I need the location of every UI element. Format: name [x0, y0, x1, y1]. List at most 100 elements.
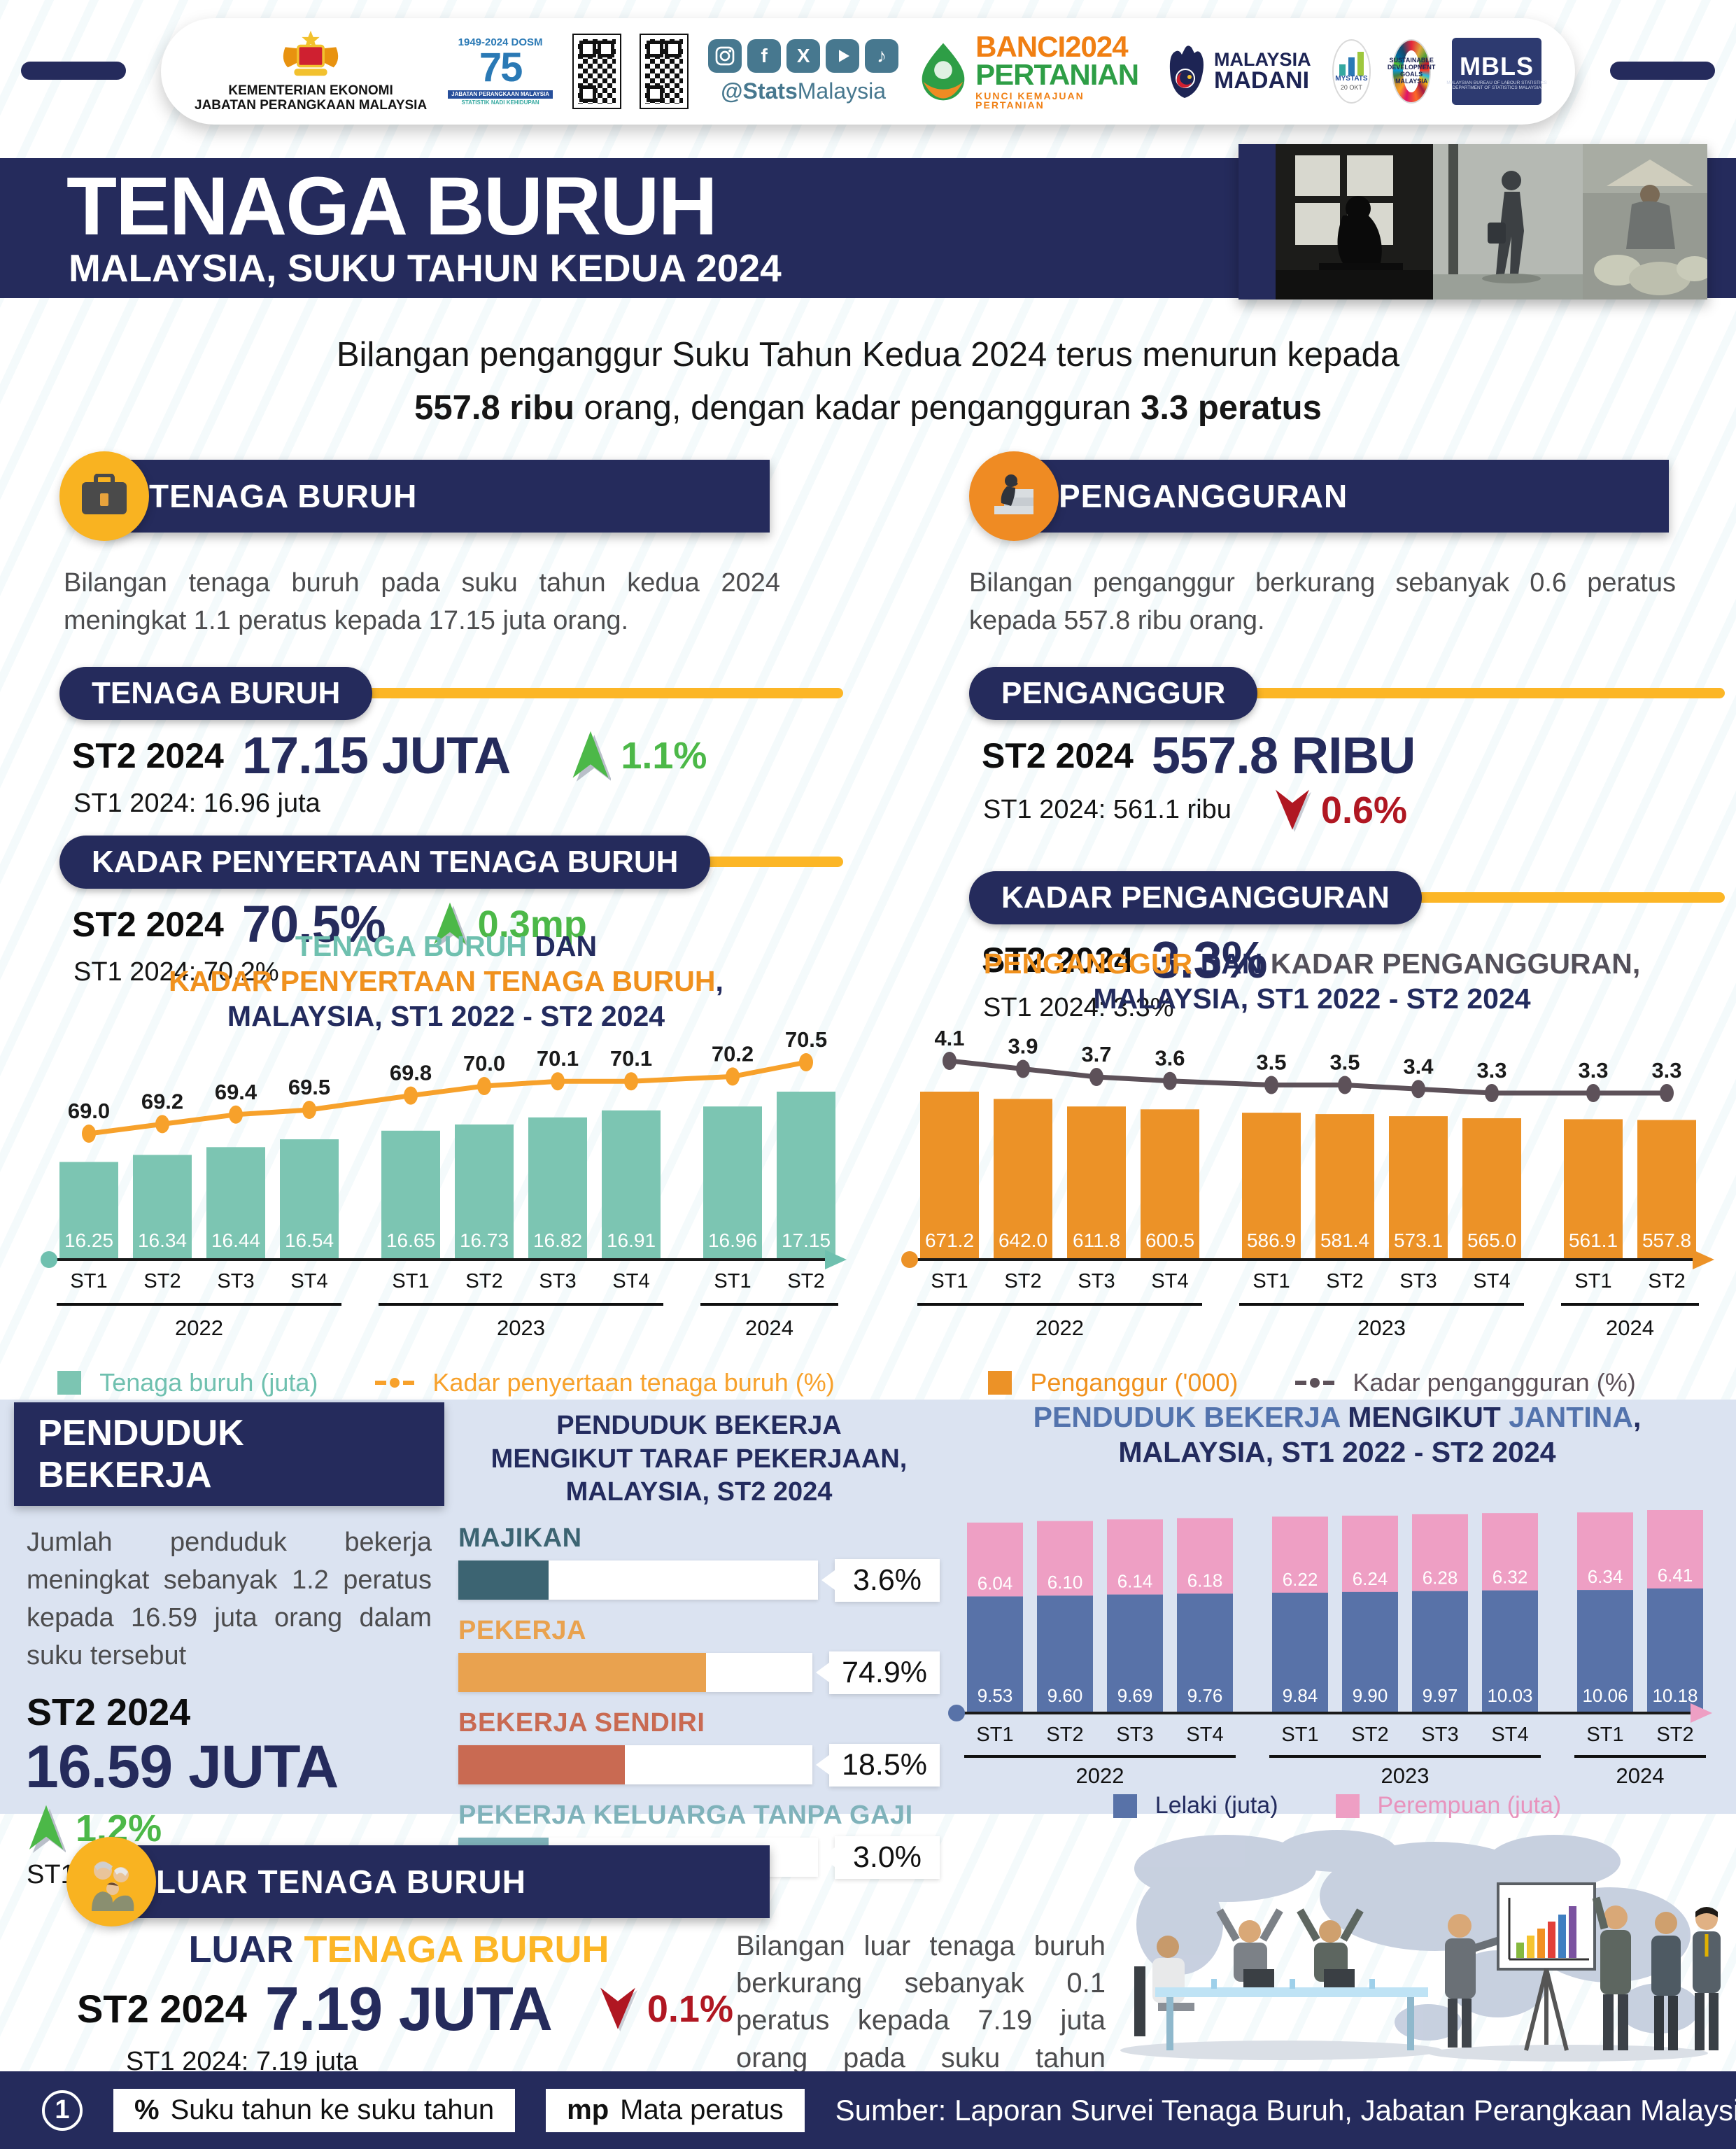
svg-text:16.96: 16.96 [708, 1229, 757, 1251]
photo-farmer [1583, 144, 1707, 300]
source-note: Sumber: Laporan Survei Tenaga Buruh, Jab… [835, 2093, 1736, 2127]
tenaga-buruh-combo: 16.25 16.34 16.44 16.54 16.65 16.73 16.82 16.91… [41, 1027, 847, 1340]
bar [280, 1139, 339, 1260]
unemployed-prev-row: ST1 2024: 561.1 ribu 0.6% [983, 789, 1408, 832]
social-handle: @StatsMalaysia [721, 78, 887, 104]
svg-text:6.04: 6.04 [978, 1572, 1013, 1593]
svg-text:6.18: 6.18 [1187, 1570, 1223, 1591]
employed-value: 16.59 JUTA [25, 1733, 339, 1801]
change-up: 0.3mp [432, 901, 587, 947]
employed-period: ST2 2024 [27, 1691, 191, 1733]
gender-chart-legend: Lelaki (juta) Perempuan (juta) [946, 1792, 1728, 1819]
bar [777, 1092, 835, 1260]
unemploy-desc: Bilangan penganggur berkurang sebanyak 0… [969, 568, 1676, 635]
qr-code-1 [572, 34, 622, 109]
line-point [1264, 1076, 1278, 1094]
down-arrow-icon [600, 1987, 637, 2031]
value-callout: 3.0% [835, 1836, 940, 1879]
facebook-icon: f [747, 38, 782, 73]
bar-female [1272, 1516, 1328, 1593]
labour-force-section: TENAGA BURUH Bilangan tenaga buruh pada … [59, 451, 843, 987]
svg-text:3.3: 3.3 [1651, 1058, 1681, 1083]
line-point [229, 1105, 243, 1124]
change-down: 0.1% [598, 1987, 733, 2031]
labour-stat: ST2 2024 17.15 JUTA 1.1% [72, 726, 707, 784]
svg-text:ST2: ST2 [143, 1270, 181, 1292]
svg-text:70.5: 70.5 [785, 1029, 827, 1052]
svg-text:ST4: ST4 [1473, 1270, 1510, 1292]
sdg-malaysia-logo: SUSTAINABLE DEVELOPMENT GOALS MALAYSIA [1388, 39, 1435, 104]
taraf-row: MAJIKAN 3.6% [458, 1523, 940, 1602]
mbls-logo: MBLS MALAYSIAN BUREAU OF LABOUR STATISTI… [1446, 38, 1547, 105]
photo-man-window [1276, 144, 1433, 300]
svg-text:ST2: ST2 [1351, 1724, 1388, 1746]
line-point [155, 1115, 169, 1134]
bar-female [1177, 1518, 1233, 1594]
svg-text:3.4: 3.4 [1403, 1054, 1434, 1078]
line-point [1016, 1059, 1030, 1078]
employed-desc: Jumlah penduduk bekerja meningkat sebany… [27, 1528, 432, 1670]
jantina-stacked: 6.04 9.53 6.10 9.60 6.14 9.69 6.18 9.76 6.22 9.84… [948, 1510, 1712, 1788]
svg-text:6.32: 6.32 [1492, 1567, 1528, 1588]
labour-desc: Bilangan tenaga buruh pada suku tahun ke… [64, 568, 780, 635]
chart-title: PENDUDUK BEKERJA MENGIKUT JANTINA, MALAY… [1033, 1400, 1642, 1468]
outside-labour-section: LUAR TENAGA BURUH LUAR TENAGA BURUH ST2 … [0, 1830, 1736, 2111]
meeting-illustration [1106, 1819, 1722, 2071]
line-point [1338, 1076, 1352, 1094]
chart-title: PENGANGGUR DAN KADAR PENGANGGURAN, MALAY… [983, 947, 1641, 1015]
youtube-icon [826, 38, 860, 73]
svg-text:3.5: 3.5 [1329, 1050, 1360, 1075]
bar-male [967, 1596, 1023, 1713]
line-point [302, 1101, 316, 1119]
tiktok-icon: ♪ [865, 38, 899, 73]
svg-text:ST4: ST4 [290, 1270, 327, 1292]
employed-panel: PENDUDUK BEKERJA Jumlah penduduk bekerja… [0, 1400, 1736, 1889]
svg-text:9.97: 9.97 [1423, 1685, 1458, 1706]
unemployed-person-icon [969, 451, 1059, 541]
bar [528, 1117, 587, 1260]
svg-text:586.9: 586.9 [1247, 1229, 1296, 1251]
line-point [551, 1072, 565, 1091]
line-point [1485, 1084, 1499, 1102]
up-arrow-icon [29, 1805, 66, 1853]
title-band: TENAGA BURUH MALAYSIA, SUKU TAHUN KEDUA … [0, 144, 1736, 300]
line-point [1660, 1084, 1674, 1102]
briefcase-icon [59, 451, 149, 541]
bar [1242, 1113, 1301, 1260]
bar [1637, 1120, 1696, 1260]
headline-statement: Bilangan penganggur Suku Tahun Kedua 202… [336, 336, 1400, 427]
bar [1315, 1114, 1374, 1260]
bar [1564, 1119, 1623, 1260]
svg-text:ST3: ST3 [1421, 1724, 1458, 1746]
taraf-row: BEKERJA SENDIRI 18.5% [458, 1708, 940, 1787]
svg-text:9.76: 9.76 [1187, 1685, 1223, 1706]
bar-female [1107, 1519, 1163, 1595]
bar [1141, 1109, 1199, 1260]
bar-female [1412, 1514, 1468, 1591]
svg-text:ST3: ST3 [217, 1270, 254, 1292]
svg-text:70.0: 70.0 [463, 1051, 505, 1076]
change-up: 1.2% [27, 1804, 444, 1853]
header: KEMENTERIAN EKONOMI JABATAN PERANGKAAN M… [0, 0, 1736, 158]
svg-text:ST2: ST2 [1656, 1724, 1693, 1746]
page-title: TENAGA BURUH [66, 160, 718, 253]
bar-female [967, 1522, 1023, 1597]
svg-text:9.84: 9.84 [1283, 1685, 1318, 1706]
svg-text:2024: 2024 [745, 1316, 793, 1340]
unemployment-section: PENGANGGURAN Bilangan penganggur berkura… [969, 451, 1725, 1023]
bar-male [1412, 1591, 1468, 1713]
svg-text:9.69: 9.69 [1117, 1685, 1153, 1706]
svg-text:6.24: 6.24 [1353, 1568, 1388, 1589]
seated-people [1134, 1908, 1428, 2050]
unemployment-rate-prev: ST1 2024: 3.3% [983, 992, 1174, 1022]
presenter-flipchart [1445, 1882, 1596, 2051]
svg-text:6.10: 6.10 [1047, 1572, 1083, 1593]
hero-photos [1239, 144, 1707, 300]
x-icon: X [786, 38, 821, 73]
luar-word2: TENAGA BURUH [304, 1929, 609, 1971]
malaysia-madani-logo: MALAYSIA MADANI [1164, 42, 1311, 101]
value-callout: 3.6% [835, 1558, 940, 1602]
malaysia-crest-icon [283, 30, 339, 76]
penganggur-combo: 671.2 642.0 611.8 600.5 586.9 581.4 573.1 565.0… [901, 1026, 1714, 1340]
